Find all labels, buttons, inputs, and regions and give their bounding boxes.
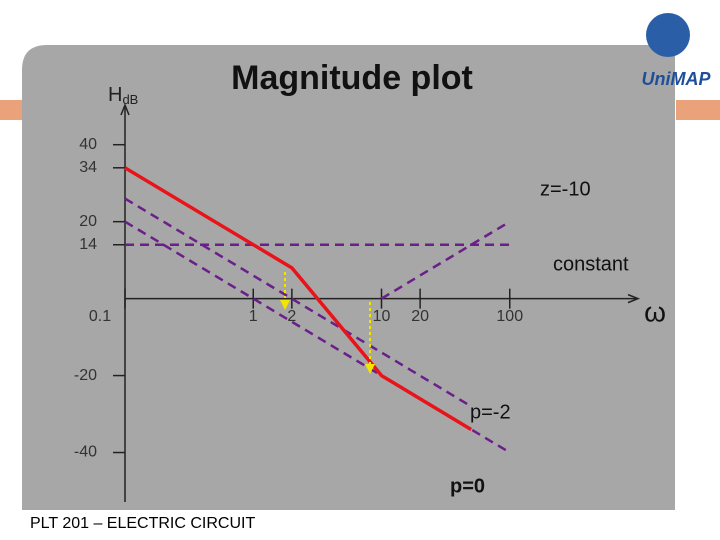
- series-label: p=0: [450, 475, 485, 497]
- accent-bar: [0, 100, 22, 120]
- x-tick-label: 0.1: [89, 308, 111, 325]
- y-axis-label: HdB: [108, 84, 138, 107]
- series-label: constant: [553, 253, 629, 275]
- x-tick-label: 2: [287, 308, 296, 325]
- y-tick-label: 34: [79, 159, 97, 176]
- y-tick-label: 40: [79, 136, 97, 153]
- y-axis-arrow: [120, 102, 130, 116]
- y-tick-label: -20: [74, 367, 97, 384]
- x-axis-label: ω: [644, 296, 666, 327]
- y-label-sub: dB: [122, 92, 138, 107]
- series-label: p=-2: [470, 401, 511, 423]
- y-tick-label: 20: [79, 213, 97, 230]
- annotation-arrows: [284, 272, 371, 364]
- y-tick-label: -40: [74, 444, 97, 461]
- x-tick-label: 100: [496, 308, 523, 325]
- accent-bar: [676, 100, 720, 120]
- series-label: z=-10: [540, 178, 591, 200]
- logo-text: UniMAP: [642, 69, 712, 89]
- logo-emblem: [646, 13, 690, 57]
- plot-panel: [22, 45, 675, 510]
- y-label-main: H: [108, 84, 122, 106]
- series-line: [124, 197, 472, 408]
- x-axis-arrow: [627, 293, 641, 304]
- x-tick-label: 10: [373, 308, 391, 325]
- plot: -40 -20 14 20 34 40 0.1 1 2 10 20 100: [74, 102, 641, 502]
- x-tick-label: 1: [249, 308, 258, 325]
- x-tick-label: 20: [411, 308, 429, 325]
- chart-title: Magnitude plot: [231, 59, 473, 97]
- series-line: [124, 166, 473, 431]
- footer: PLT 201 – ELECTRIC CIRCUIT: [30, 515, 255, 532]
- y-tick-label: 14: [79, 236, 97, 253]
- series-line: [380, 220, 511, 300]
